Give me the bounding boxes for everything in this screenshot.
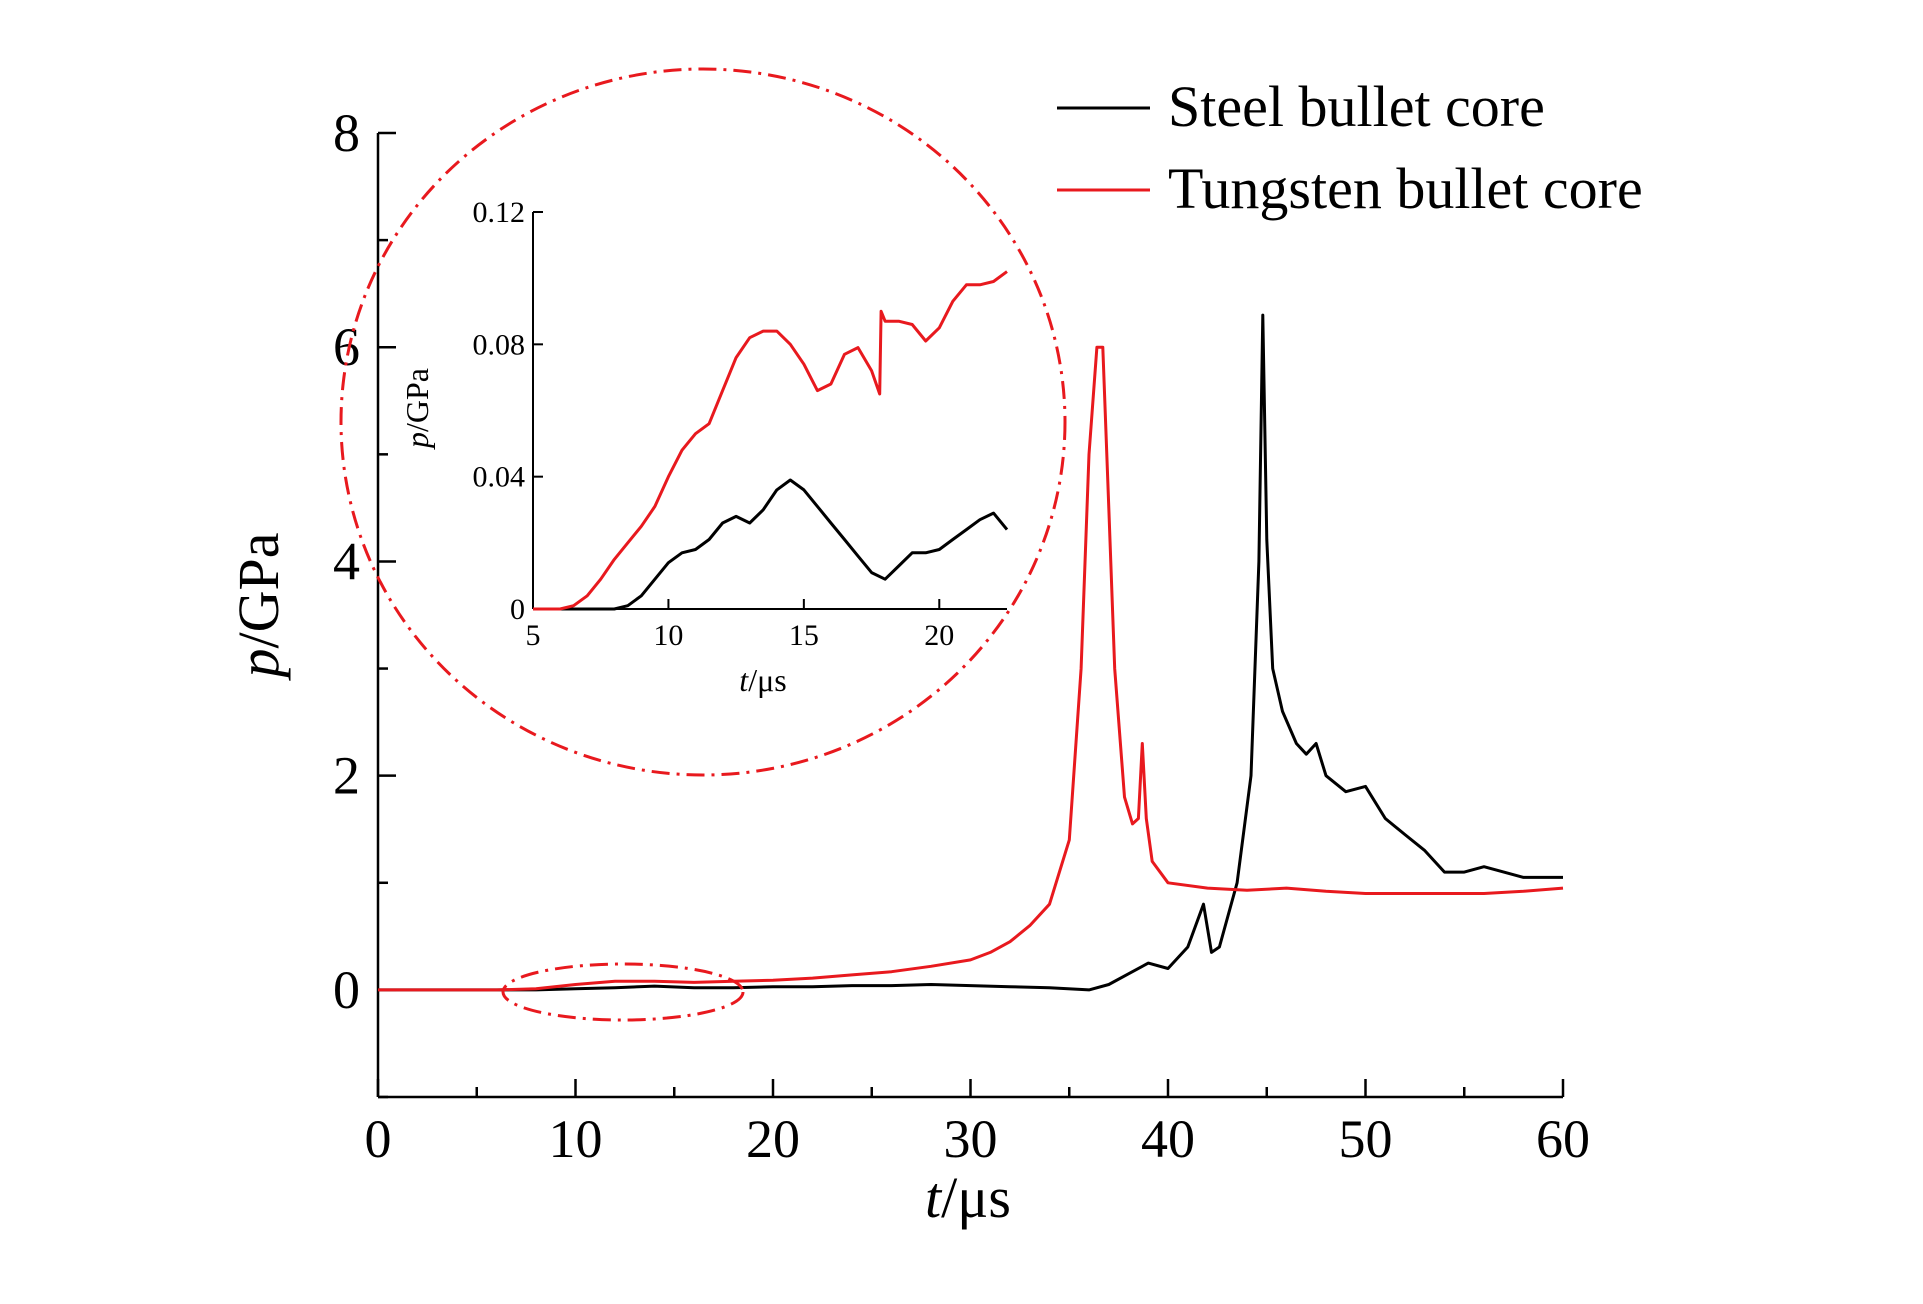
main-y-tick-label: 2 (333, 746, 360, 806)
inset-x-tick-label: 5 (526, 619, 541, 652)
main-x-axis-title-unit: /μs (941, 1165, 1011, 1230)
main-x-tick-label: 10 (549, 1109, 603, 1169)
main-y-axis-title-unit: /GPa (226, 533, 291, 649)
main-axes (376, 131, 1565, 1099)
inset-y-tick-label: 0.08 (473, 328, 526, 361)
main-x-tick-label: 0 (365, 1109, 392, 1169)
inset-x-axis-title-var: t (739, 662, 749, 698)
main-x-axis-title: t/μs (925, 1165, 1011, 1230)
inset-y-tick-labels: 0 0.04 0.08 0.12 (473, 196, 526, 626)
main-series-group (378, 313, 1564, 992)
main-y-tick-labels: 0 2 4 6 8 (333, 103, 360, 1020)
inset-y-tick-label: 0 (510, 593, 525, 626)
main-x-tick-label: 30 (944, 1109, 998, 1169)
main-y-tick-label: 0 (333, 960, 360, 1020)
inset-x-tick-label: 20 (924, 619, 954, 652)
inset-plot: 5 10 15 20 0 0.04 0.08 0.12 t/μs p/GPa (399, 196, 1009, 698)
inset-y-tick-label: 0.04 (473, 461, 526, 494)
inset-y-axis-title-unit: /GPa (399, 368, 435, 432)
main-series-line-steel (378, 313, 1563, 992)
inset-series-line-steel (533, 478, 1009, 611)
main-y-tick-label: 6 (333, 317, 360, 377)
inset-x-axis-title-unit: /μs (748, 662, 787, 698)
main-x-axis-title-var: t (925, 1165, 943, 1230)
inset-y-tick-label: 0.12 (473, 196, 526, 229)
inset-y-axis-title: p/GPa (399, 368, 435, 450)
inset-x-tick-labels: 5 10 15 20 (526, 619, 955, 652)
main-y-tick-label: 8 (333, 103, 360, 163)
legend-label-steel: Steel bullet core (1168, 74, 1545, 139)
inset-x-tick-label: 10 (653, 619, 683, 652)
main-x-tick-label: 40 (1141, 1109, 1195, 1169)
main-x-tick-label: 20 (746, 1109, 800, 1169)
main-y-axis-title: p/GPa (226, 533, 291, 682)
inset-y-axis-title-var: p (399, 432, 435, 450)
inset-x-tick-label: 15 (789, 619, 819, 652)
legend-label-tungsten: Tungsten bullet core (1168, 156, 1643, 221)
inset-highlight-ellipse (339, 67, 1067, 777)
inset-series-group (533, 270, 1009, 611)
main-series-line-tungsten (378, 345, 1564, 992)
main-x-tick-label: 50 (1339, 1109, 1393, 1169)
main-y-axis-title-var: p (226, 649, 291, 682)
inset-x-axis-title: t/μs (739, 662, 786, 698)
main-y-tick-label: 4 (333, 531, 360, 591)
legend: Steel bullet core Tungsten bullet core (1057, 74, 1643, 221)
inset-series-line-tungsten (533, 270, 1008, 611)
main-x-tick-label: 60 (1536, 1109, 1590, 1169)
main-x-tick-labels: 0 10 20 30 40 50 60 (365, 1109, 1591, 1169)
zoom-region-ellipse (501, 962, 745, 1022)
